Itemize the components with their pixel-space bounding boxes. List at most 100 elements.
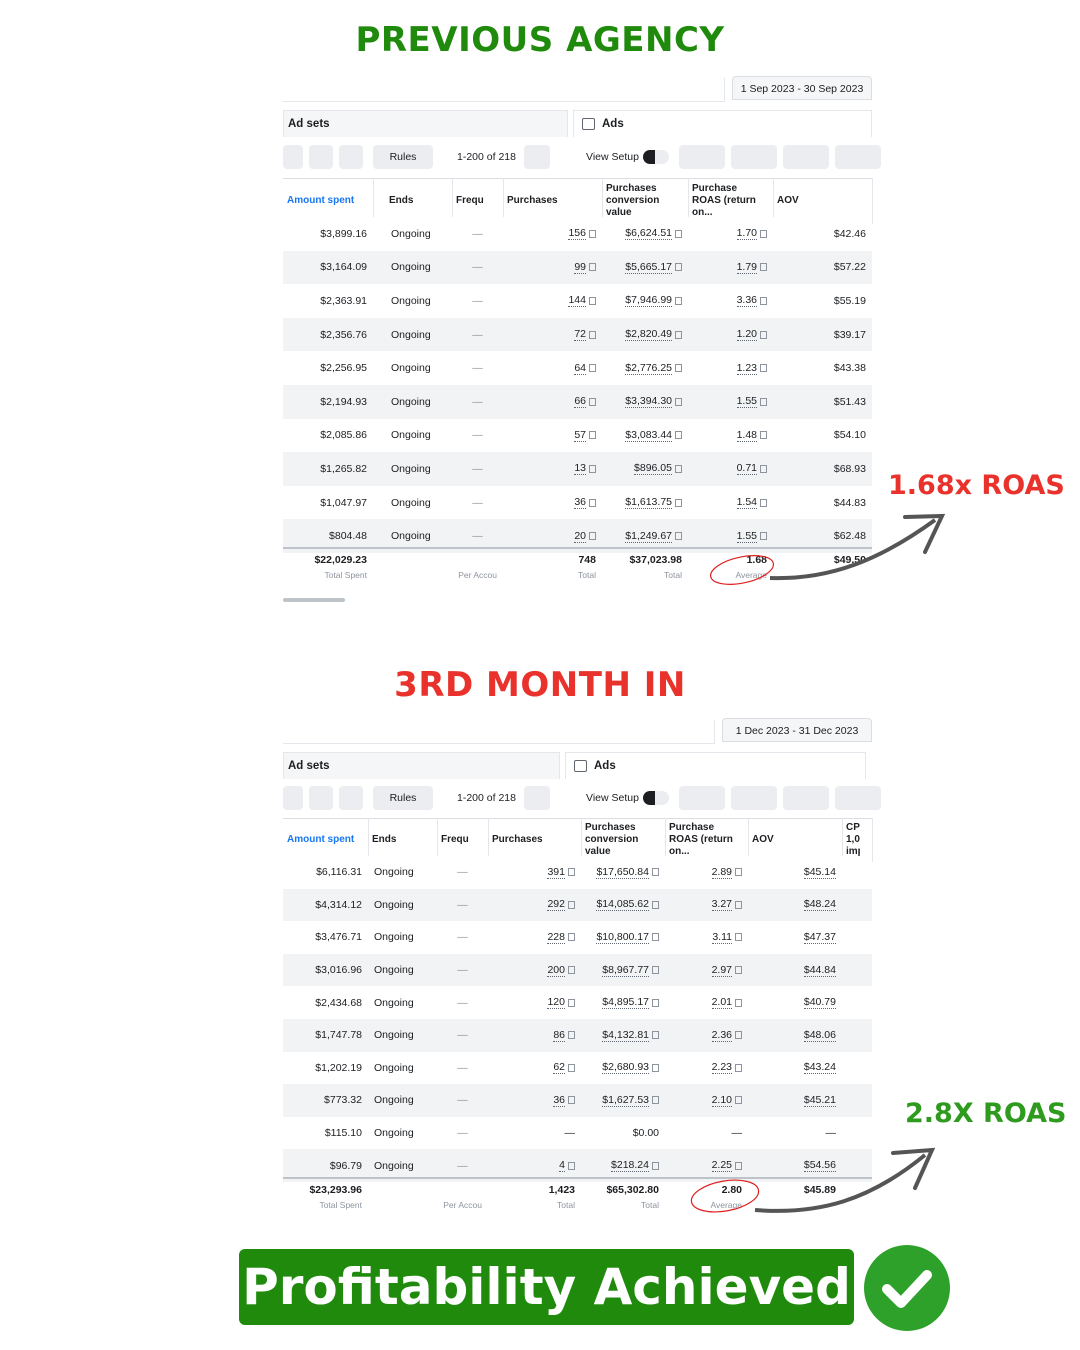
tool-button[interactable] xyxy=(835,145,881,169)
table-cell: 2.25 xyxy=(665,1149,748,1182)
rules-button[interactable]: Rules xyxy=(373,786,433,810)
tab-icon xyxy=(582,118,595,130)
cell-text: $3,016.96 xyxy=(315,964,362,977)
table-cell: $3,016.96 xyxy=(283,954,368,987)
table-cell: — xyxy=(452,519,503,553)
column-header[interactable]: AOV xyxy=(752,834,774,845)
toggle[interactable] xyxy=(643,791,669,805)
table-cell: $2,680.93 xyxy=(581,1052,665,1085)
info-icon xyxy=(675,498,682,507)
cell-text: — xyxy=(457,1094,468,1107)
table-cell: Ongoing xyxy=(385,385,452,419)
tool-button[interactable] xyxy=(679,145,725,169)
row-bg xyxy=(283,1019,872,1052)
table-cell: 391 xyxy=(488,856,581,889)
table-cell: 86 xyxy=(488,1019,581,1052)
cell-text: $14,085.62 xyxy=(596,898,649,912)
table-cell: 72 xyxy=(503,318,602,352)
column-header[interactable]: Purchases conversion value xyxy=(585,822,639,857)
table-cell: $3,164.09 xyxy=(283,251,373,285)
column-header[interactable]: CPM 1,000 impr xyxy=(846,822,860,857)
table-cell: Ongoing xyxy=(385,284,452,318)
info-icon xyxy=(652,900,659,909)
tool-button[interactable] xyxy=(783,786,829,810)
column-header[interactable]: Ends xyxy=(372,834,397,845)
column-divider xyxy=(602,178,603,224)
info-icon xyxy=(652,1096,659,1105)
tool-button[interactable] xyxy=(783,145,829,169)
table-cell: $1,627.53 xyxy=(581,1084,665,1117)
table-cell: 292 xyxy=(488,889,581,922)
next-page[interactable] xyxy=(553,786,577,810)
info-icon xyxy=(589,532,596,541)
column-header[interactable]: Purchase ROAS (return on... xyxy=(692,183,756,218)
info-icon xyxy=(675,263,682,272)
cell-text: 13 xyxy=(574,462,586,476)
info-icon xyxy=(568,933,575,942)
info-icon xyxy=(589,498,596,507)
info-icon xyxy=(760,296,767,305)
prev-page[interactable] xyxy=(524,145,550,169)
next-page[interactable] xyxy=(553,145,577,169)
table-cell: $5,665.17 xyxy=(602,251,688,285)
cell-text: $804.48 xyxy=(329,530,367,543)
column-header[interactable]: Amount spent xyxy=(287,195,355,206)
column-header[interactable]: Frequ xyxy=(441,834,469,845)
column-header[interactable]: Purchase ROAS (return on... xyxy=(669,822,733,857)
cell-text: Ongoing xyxy=(374,1159,414,1172)
cell-text: — xyxy=(472,362,483,375)
column-header[interactable]: AOV xyxy=(777,195,799,206)
cell-text: Ongoing xyxy=(374,1061,414,1074)
row-bg xyxy=(283,921,872,954)
info-icon xyxy=(652,998,659,1007)
view-setup: View Setup xyxy=(586,151,639,163)
cell-text: Ongoing xyxy=(391,362,431,375)
tool-button[interactable] xyxy=(731,786,777,810)
cell-text: $54.10 xyxy=(833,429,866,442)
info-icon xyxy=(589,296,596,305)
table-cell: $55.19 xyxy=(773,284,872,318)
cell-text: $1,047.97 xyxy=(320,496,367,509)
table-cell: Ongoing xyxy=(385,486,452,520)
prev-page[interactable] xyxy=(524,786,550,810)
column-header[interactable]: Purchases xyxy=(492,834,543,845)
info-icon xyxy=(568,1063,575,1072)
cell-text: $10,800.17 xyxy=(596,930,649,944)
column-header[interactable]: Purchases xyxy=(507,195,558,206)
cell-text: 0.71 xyxy=(736,462,757,476)
info-icon xyxy=(652,1031,659,1040)
tool-button[interactable] xyxy=(835,786,881,810)
footer-banner: Profitability Achieved xyxy=(239,1249,854,1325)
table-cell: 1.55 xyxy=(688,519,773,553)
table-cell: 144 xyxy=(503,284,602,318)
table-cell: 4 xyxy=(488,1149,581,1182)
cell-text: — xyxy=(731,1127,743,1140)
tool-button[interactable] xyxy=(731,145,777,169)
column-header[interactable]: Amount spent xyxy=(287,834,355,845)
table-cell: — xyxy=(452,419,503,453)
cell-text: 20 xyxy=(574,529,586,543)
info-icon xyxy=(735,1031,742,1040)
column-header[interactable]: Frequ xyxy=(456,195,484,206)
table-cell: $3,083.44 xyxy=(602,419,688,453)
cell-text: $2,776.25 xyxy=(625,361,672,375)
column-header[interactable]: Ends xyxy=(389,195,414,206)
info-icon xyxy=(760,532,767,541)
cell-text: Ongoing xyxy=(391,462,431,475)
cell-text: $96.79 xyxy=(329,1159,362,1172)
cell-text: $0.00 xyxy=(632,1127,659,1140)
table-cell: $2,820.49 xyxy=(602,318,688,352)
total-label: Total xyxy=(578,570,596,580)
table-cell: $96.79 xyxy=(283,1149,368,1182)
table-cell: $43.38 xyxy=(773,351,872,385)
toggle[interactable] xyxy=(643,150,669,164)
tool-button[interactable] xyxy=(679,786,725,810)
table-cell: 1.79 xyxy=(688,251,773,285)
cell-text: $6,116.31 xyxy=(316,866,362,879)
pagination: 1-200 of 218 xyxy=(457,792,516,804)
column-header[interactable]: Purchases conversion value xyxy=(606,183,660,218)
rules-button[interactable]: Rules xyxy=(373,145,433,169)
table-cell: $47.37 xyxy=(748,921,842,954)
cell-text: $45.21 xyxy=(803,1093,836,1107)
total-value: 1.68 xyxy=(746,554,767,566)
